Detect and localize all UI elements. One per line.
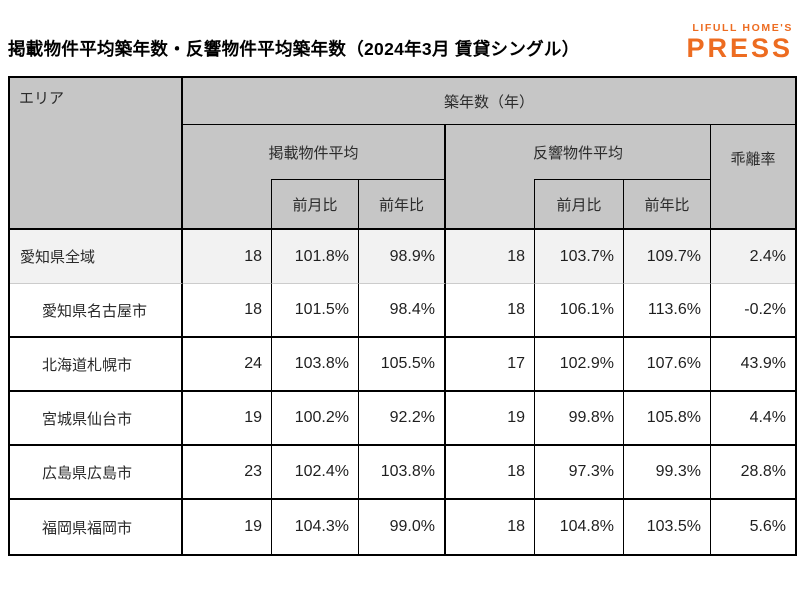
- cell-response-age: 18: [446, 500, 535, 554]
- col-header-deviation: 乖離率: [711, 125, 796, 230]
- cell-listed-age: 19: [183, 500, 272, 554]
- table-row: 広島県広島市 23 102.4% 103.8% 18 97.3% 99.3% 2…: [10, 446, 796, 500]
- cell-response-yoy: 113.6%: [624, 284, 711, 338]
- cell-response-mom: 97.3%: [535, 446, 624, 500]
- spacer-cell: [183, 179, 272, 230]
- brand-logo-wordmark-large: PRESS: [686, 33, 793, 63]
- cell-deviation: 28.8%: [711, 446, 796, 500]
- masthead: 掲載物件平均築年数・反響物件平均築年数（2024年3月 賃貸シングル） LIFU…: [8, 0, 793, 64]
- brand-logo: LIFULL HOME'S PRESS: [686, 21, 793, 65]
- cell-listed-yoy: 105.5%: [359, 338, 446, 392]
- table-row: 宮城県仙台市 19 100.2% 92.2% 19 99.8% 105.8% 4…: [10, 392, 796, 446]
- cell-listed-yoy: 92.2%: [359, 392, 446, 446]
- header-row-2: 掲載物件平均 反響物件平均 乖離率: [10, 125, 796, 230]
- col-header-response-avg: 反響物件平均: [446, 125, 711, 179]
- cell-listed-mom: 101.8%: [272, 230, 359, 284]
- cell-response-age: 18: [446, 284, 535, 338]
- cell-listed-mom: 102.4%: [272, 446, 359, 500]
- header-row-1: エリア 築年数（年）: [10, 78, 796, 230]
- cell-listed-yoy: 103.8%: [359, 446, 446, 500]
- cell-deviation: -0.2%: [711, 284, 796, 338]
- cell-response-mom: 104.8%: [535, 500, 624, 554]
- table-row: 愛知県全域 18 101.8% 98.9% 18 103.7% 109.7% 2…: [10, 230, 796, 284]
- cell-listed-mom: 103.8%: [272, 338, 359, 392]
- cell-response-yoy: 107.6%: [624, 338, 711, 392]
- cell-response-yoy: 99.3%: [624, 446, 711, 500]
- cell-deviation: 43.9%: [711, 338, 796, 392]
- cell-response-yoy: 109.7%: [624, 230, 711, 284]
- cell-response-mom: 99.8%: [535, 392, 624, 446]
- col-header-age-group: 築年数（年）: [183, 78, 796, 125]
- table-row: 北海道札幌市 24 103.8% 105.5% 17 102.9% 107.6%…: [10, 338, 796, 392]
- cell-listed-mom: 100.2%: [272, 392, 359, 446]
- cell-listed-age: 18: [183, 230, 272, 284]
- cell-response-yoy: 105.8%: [624, 392, 711, 446]
- cell-listed-mom: 104.3%: [272, 500, 359, 554]
- col-header-response-yoy: 前年比: [624, 179, 711, 230]
- col-header-area: エリア: [10, 78, 183, 230]
- cell-response-yoy: 103.5%: [624, 500, 711, 554]
- header-row-3: 前月比 前年比 前月比 前年比: [10, 179, 795, 230]
- cell-listed-mom: 101.5%: [272, 284, 359, 338]
- cell-listed-yoy: 98.9%: [359, 230, 446, 284]
- cell-response-age: 17: [446, 338, 535, 392]
- cell-listed-age: 18: [183, 284, 272, 338]
- cell-response-mom: 102.9%: [535, 338, 624, 392]
- cell-response-mom: 106.1%: [535, 284, 624, 338]
- cell-area: 福岡県福岡市: [10, 500, 183, 554]
- cell-area: 愛知県全域: [10, 230, 183, 284]
- spacer-cell: [446, 179, 535, 230]
- brand-logo-wordmark-small: LIFULL HOME'S: [692, 21, 793, 34]
- col-header-listed-mom: 前月比: [272, 179, 359, 230]
- col-header-listed-avg: 掲載物件平均: [183, 125, 446, 179]
- cell-area: 宮城県仙台市: [10, 392, 183, 446]
- cell-deviation: 2.4%: [711, 230, 796, 284]
- cell-area: 北海道札幌市: [10, 338, 183, 392]
- cell-listed-age: 24: [183, 338, 272, 392]
- cell-listed-age: 23: [183, 446, 272, 500]
- cell-area: 愛知県名古屋市: [10, 284, 183, 338]
- col-header-response-mom: 前月比: [535, 179, 624, 230]
- col-header-listed-yoy: 前年比: [359, 179, 446, 230]
- cell-listed-age: 19: [183, 392, 272, 446]
- cell-listed-yoy: 98.4%: [359, 284, 446, 338]
- cell-deviation: 5.6%: [711, 500, 796, 554]
- cell-response-mom: 103.7%: [535, 230, 624, 284]
- building-age-table: エリア 築年数（年） 掲載物件平均 反響物件平均 乖離率 前月比 前年比 前月比…: [8, 76, 798, 556]
- cell-deviation: 4.4%: [711, 392, 796, 446]
- cell-listed-yoy: 99.0%: [359, 500, 446, 554]
- page-title: 掲載物件平均築年数・反響物件平均築年数（2024年3月 賃貸シングル）: [8, 39, 580, 59]
- cell-response-age: 18: [446, 446, 535, 500]
- cell-response-age: 19: [446, 392, 535, 446]
- table-row: 愛知県名古屋市 18 101.5% 98.4% 18 106.1% 113.6%…: [10, 284, 796, 338]
- table-row: 福岡県福岡市 19 104.3% 99.0% 18 104.8% 103.5% …: [10, 500, 796, 554]
- cell-area: 広島県広島市: [10, 446, 183, 500]
- cell-response-age: 18: [446, 230, 535, 284]
